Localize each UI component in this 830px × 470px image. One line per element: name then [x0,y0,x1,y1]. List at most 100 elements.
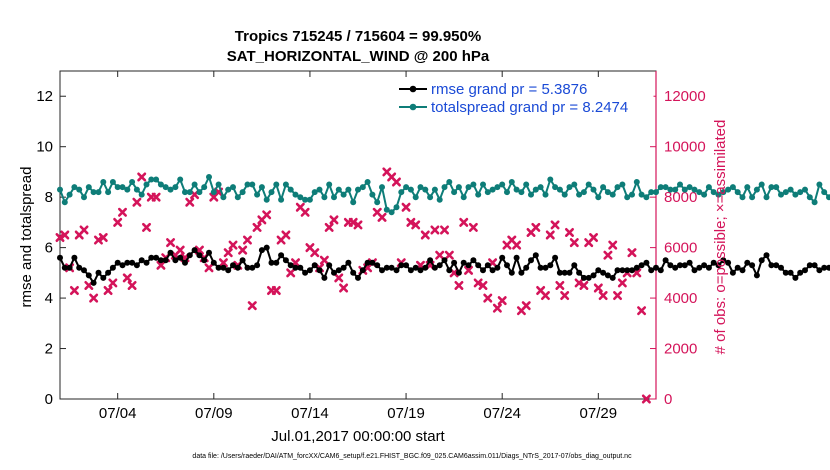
rmse-point [244,264,251,271]
rmse-point [648,267,655,274]
totalspread-point [470,181,477,188]
obs-point [93,235,103,245]
totalspread-point [653,189,659,196]
rmse-point [374,262,381,269]
rmse-point [407,267,414,274]
rmse-point [412,264,419,271]
totalspread-point [335,186,342,193]
totalspread-point [802,186,808,193]
rmse-point [109,264,116,271]
obs-point [89,293,99,303]
obs-point [300,207,310,217]
rmse-point [816,267,823,274]
rmse-point [734,264,741,271]
obs-point [440,225,450,235]
totalspread-point [729,184,736,191]
rmse-point [191,247,198,254]
totalspread-point [480,181,486,188]
y-right-tick-label: 6000 [664,240,697,257]
legend-rmse-marker [409,85,417,93]
totalspread-point [734,189,741,196]
rmse-point [138,257,145,264]
obs-point [286,268,296,278]
totalspread-point [763,194,770,201]
rmse-point [162,257,169,264]
rmse-point [66,264,73,271]
rmse-point [633,264,640,271]
obs-point [478,280,488,290]
x-axis-label: Jul.01,2017 00:00:00 start [271,428,445,445]
rmse-point [552,254,559,261]
rmse-point [609,274,616,281]
totalspread-point [576,191,583,198]
totalspread-point [561,191,568,198]
obs-point [142,222,152,232]
obs-point [122,273,132,283]
rmse-point [561,269,568,276]
obs-point [238,245,248,255]
obs-point [497,296,507,306]
rmse-point [768,262,775,269]
rmse-point [826,264,830,271]
totalspread-point [157,181,164,188]
obs-point [512,240,522,250]
rmse-point [369,259,376,266]
rmse-point [95,269,102,276]
x-tick-label: 07/14 [291,405,329,422]
rmse-point [624,267,631,274]
obs-point [627,248,637,258]
totalspread-point [201,184,208,191]
rmse-point [778,264,784,271]
totalspread-point [744,184,751,191]
rmse-point [234,264,241,271]
totalspread-point [556,186,563,193]
rmse-point [133,262,140,269]
plot-area [59,70,657,400]
totalspread-point [230,184,236,191]
totalspread-point [797,189,804,196]
y-axis-right: 0 2000 4000 6000 8000 10000 12000 [650,71,706,408]
obs-point [242,235,252,245]
obs-point [228,240,238,250]
rmse-point [225,267,232,274]
rmse-point [196,252,203,259]
obs-point [579,280,589,290]
rmse-point [600,269,607,276]
obs-point [464,265,474,275]
x-tick-label: 07/19 [387,405,425,422]
totalspread-point [57,186,63,193]
totalspread-point [398,189,405,196]
obs-point [574,278,584,288]
obs-point [55,233,65,243]
rmse-point [85,272,92,279]
obs-point [593,283,603,293]
totalspread-point [311,189,318,196]
totalspread-point [624,194,631,201]
obs-point [252,222,262,232]
totalspread-point [614,184,621,191]
obs-point [353,220,363,230]
obs-point [60,230,70,240]
obs-point [103,286,113,296]
totalspread-point [100,179,107,185]
obs-point [324,222,334,232]
totalspread-point [778,191,784,198]
totalspread-point [720,189,727,196]
rmse-point [379,267,385,274]
rmse-point [629,267,635,274]
totalspread-point [119,184,126,191]
rmse-point [720,257,727,264]
data-file-footnote: data file: /Users/raeder/DAI/ATM_forcXX/… [192,453,632,460]
totalspread-point [821,189,828,196]
totalspread-point [595,194,602,201]
totalspread-point [460,194,467,201]
totalspread-point [258,184,265,191]
totalspread-point [585,181,592,188]
rmse-point [758,257,765,264]
obs-point [127,280,137,290]
totalspread-point [364,179,371,185]
obs-point [204,263,214,273]
totalspread-point [234,194,241,201]
totalspread-point [369,191,376,198]
rmse-point [821,264,828,271]
